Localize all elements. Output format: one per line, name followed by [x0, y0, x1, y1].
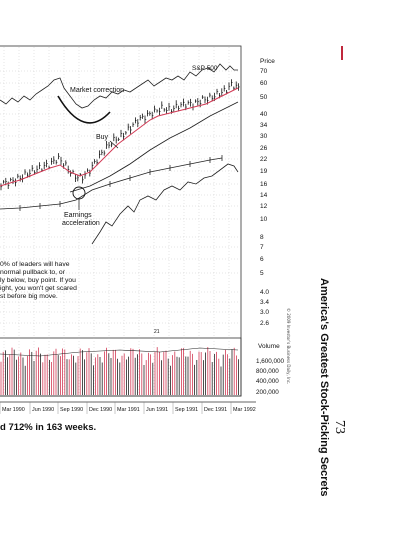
volume-tick-label: 1,600,000: [256, 358, 285, 365]
long-average-line: [69, 101, 239, 193]
price-tick-label: 22: [260, 156, 268, 163]
date-tick-label: Sep 1991: [175, 407, 198, 413]
price-tick-label: 40: [260, 111, 268, 118]
volume-axis-header: Volume: [258, 343, 280, 350]
volume-axis-ticks: 1,600,000 800,000 400,000 200,000: [256, 358, 285, 396]
chart-svg: Market correction Buy Earnings accelerat…: [0, 45, 285, 414]
note-line: 0% of leaders will have: [0, 261, 70, 268]
lower-envelope-line: [91, 163, 239, 245]
note-line: st before big move.: [0, 293, 58, 300]
buy-label: Buy: [96, 134, 109, 141]
price-tick-label: 2.6: [260, 320, 269, 327]
price-axis-header: Price: [260, 58, 275, 65]
figure-caption: d 712% in 163 weeks.: [0, 422, 97, 433]
price-tick-label: 50: [260, 94, 268, 101]
sp500-line: [0, 63, 238, 109]
running-title: America's Greatest Stock-Picking Secrets: [318, 278, 330, 497]
price-tick-label: 10: [260, 216, 268, 223]
date-tick-label: Sep 1990: [60, 407, 83, 413]
accent-rule: [341, 46, 343, 60]
note-line: ly below, buy point. If you: [0, 277, 76, 284]
price-tick-label: 6: [260, 256, 264, 263]
volume-average-line: [0, 347, 239, 357]
price-axis-ticks: 70 60 50 40 34 30 26 22 19 16 14 12 10 8 7 6 5 4.0 3.4 3.0 2…: [260, 68, 269, 327]
price-tick-label: 12: [260, 203, 268, 210]
price-grid: [0, 47, 240, 395]
price-tick-label: 3.4: [260, 299, 269, 306]
date-axis-labels: Mar 1990 Jun 1990 Sep 1990 Dec 1990 Mar 1991…: [0, 402, 256, 414]
price-tick-label: 5: [260, 270, 264, 277]
earnings-label-line1: Earnings: [64, 212, 92, 219]
price-tick-label: 26: [260, 145, 268, 152]
copyright-notice: © 2009 Investor's Business Daily, Inc.: [286, 308, 291, 385]
price-tick-label: 14: [260, 192, 268, 199]
date-tick-label: Dec 1991: [204, 407, 227, 413]
date-tick-label: Jun 1990: [32, 407, 54, 413]
earnings-label-line2: acceleration: [62, 220, 100, 227]
market-correction-arc: [57, 95, 111, 124]
stock-chart: Market correction Buy Earnings accelerat…: [0, 45, 285, 414]
price-tick-label: 70: [260, 68, 268, 75]
small-marker-label: 21: [154, 329, 160, 335]
price-tick-label: 30: [260, 133, 268, 140]
volume-tick-label: 200,000: [256, 389, 279, 396]
relative-strength-ticks: [19, 155, 223, 211]
price-tick-label: 7: [260, 244, 264, 251]
relative-strength-line: [0, 157, 223, 210]
volume-panel-frame: [0, 337, 242, 397]
date-tick-label: Mar 1990: [2, 407, 25, 413]
price-tick-label: 19: [260, 168, 268, 175]
volume-tick-label: 400,000: [256, 378, 279, 385]
market-correction-label: Market correction: [70, 87, 124, 94]
date-tick-label: Dec 1990: [89, 407, 112, 413]
date-tick-label: Jun 1991: [146, 407, 168, 413]
price-tick-label: 34: [260, 122, 268, 129]
date-tick-label: Mar 1991: [117, 407, 140, 413]
date-tick-label: Mar 1992: [233, 407, 256, 413]
volume-bars: [0, 347, 240, 395]
price-tick-label: 3.0: [260, 309, 269, 316]
volume-tick-label: 800,000: [256, 368, 279, 375]
sp500-label: S&P 500: [192, 65, 218, 72]
price-tick-label: 8: [260, 234, 264, 241]
moving-average-line: [0, 87, 239, 187]
note-line: normal pullback to, or: [0, 269, 66, 276]
page-number: 73: [332, 420, 347, 434]
pullback-note: 0% of leaders will have normal pullback …: [0, 261, 77, 300]
price-tick-label: 16: [260, 181, 268, 188]
price-tick-label: 60: [260, 80, 268, 87]
note-line: ight, you won't get scared: [0, 285, 77, 292]
price-bars: [0, 79, 240, 191]
price-tick-label: 4.0: [260, 289, 269, 296]
buy-arrow: [109, 140, 119, 149]
